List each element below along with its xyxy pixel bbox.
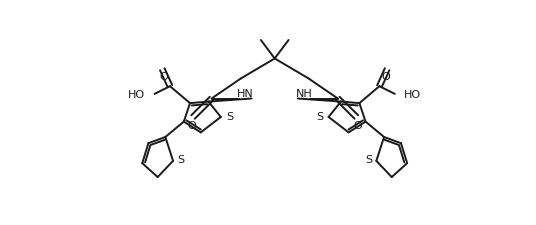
- Text: S: S: [177, 155, 184, 165]
- Text: HO: HO: [128, 90, 145, 99]
- Text: HN: HN: [237, 88, 254, 98]
- Text: S: S: [316, 112, 323, 122]
- Text: HO: HO: [404, 90, 421, 99]
- Text: O: O: [159, 72, 168, 81]
- Text: S: S: [226, 112, 233, 122]
- Text: O: O: [187, 121, 196, 130]
- Text: O: O: [381, 72, 390, 81]
- Text: O: O: [353, 121, 362, 130]
- Text: NH: NH: [295, 88, 312, 98]
- Text: S: S: [366, 155, 373, 165]
